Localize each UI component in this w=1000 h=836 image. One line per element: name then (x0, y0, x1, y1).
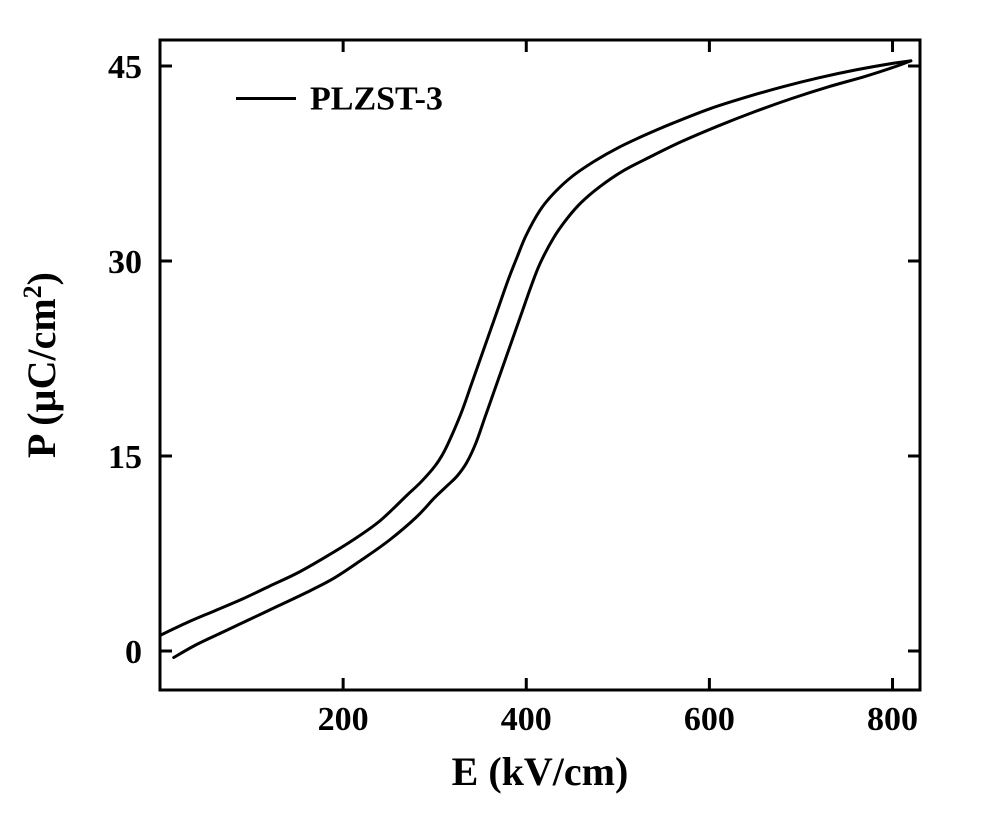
svg-text:200: 200 (318, 701, 369, 738)
svg-text:800: 800 (867, 701, 918, 738)
chart-container: 200 400 600 800 0 15 30 45 E (kV/cm) P (µC/cm2) PL… (0, 0, 1000, 836)
x-axis-label: E (kV/cm) (452, 749, 629, 794)
svg-text:400: 400 (501, 701, 552, 738)
y-axis-label: P (µC/cm2) (18, 272, 65, 458)
svg-text:600: 600 (684, 701, 735, 738)
legend-label: PLZST-3 (310, 81, 443, 118)
svg-text:15: 15 (108, 439, 142, 476)
svg-text:30: 30 (108, 244, 142, 281)
svg-text:0: 0 (125, 634, 142, 671)
svg-text:45: 45 (108, 49, 142, 86)
pe-hysteresis-chart: 200 400 600 800 0 15 30 45 E (kV/cm) P (µC/cm2) PL… (0, 0, 1000, 836)
